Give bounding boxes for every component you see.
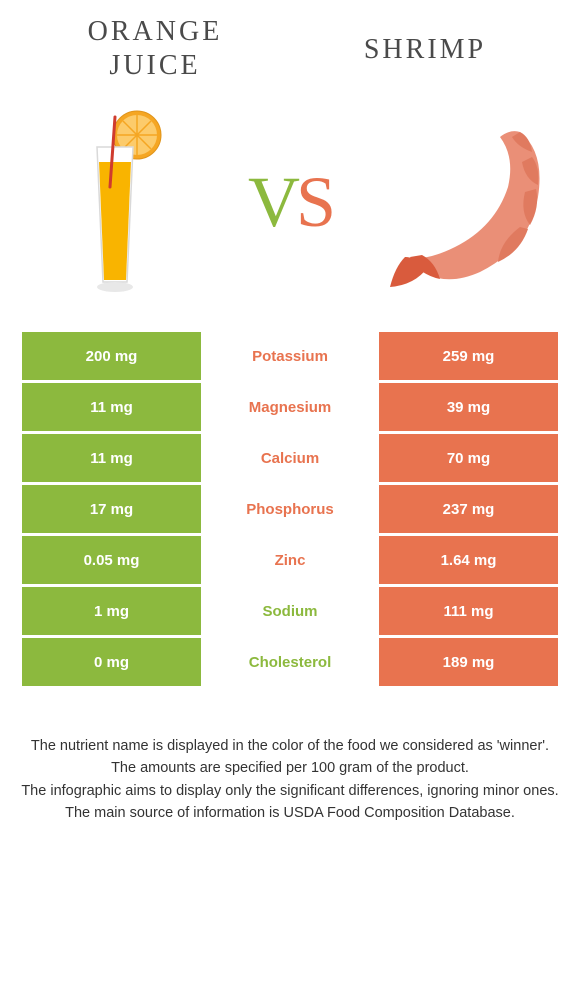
nutrient-name: Zinc xyxy=(201,536,379,584)
table-row: 11 mg Magnesium 39 mg xyxy=(22,383,558,431)
nutrient-name: Calcium xyxy=(201,434,379,482)
left-value: 0.05 mg xyxy=(22,536,201,584)
left-value: 200 mg xyxy=(22,332,201,380)
footnote-line: The main source of information is USDA F… xyxy=(18,803,562,823)
orange-juice-image xyxy=(30,107,200,297)
left-food-title: ORANGE JUICE xyxy=(45,15,265,82)
nutrient-name: Sodium xyxy=(201,587,379,635)
table-row: 0 mg Cholesterol 189 mg xyxy=(22,638,558,686)
footnote-line: The infographic aims to display only the… xyxy=(18,781,562,801)
footnote-line: The nutrient name is displayed in the co… xyxy=(18,736,562,756)
nutrient-name: Phosphorus xyxy=(201,485,379,533)
table-row: 11 mg Calcium 70 mg xyxy=(22,434,558,482)
right-value: 259 mg xyxy=(379,332,558,380)
left-value: 17 mg xyxy=(22,485,201,533)
vs-label: VS xyxy=(248,161,332,244)
left-value: 1 mg xyxy=(22,587,201,635)
vs-v: V xyxy=(248,162,296,242)
table-row: 17 mg Phosphorus 237 mg xyxy=(22,485,558,533)
nutrient-name: Cholesterol xyxy=(201,638,379,686)
right-value: 111 mg xyxy=(379,587,558,635)
vs-s: S xyxy=(296,162,332,242)
left-value: 11 mg xyxy=(22,383,201,431)
table-row: 1 mg Sodium 111 mg xyxy=(22,587,558,635)
right-value: 1.64 mg xyxy=(379,536,558,584)
right-value: 237 mg xyxy=(379,485,558,533)
right-food-title: SHRIMP xyxy=(315,15,535,82)
right-value: 70 mg xyxy=(379,434,558,482)
nutrient-name: Magnesium xyxy=(201,383,379,431)
right-title: SHRIMP xyxy=(364,34,486,65)
table-row: 0.05 mg Zinc 1.64 mg xyxy=(22,536,558,584)
footnote-line: The amounts are specified per 100 gram o… xyxy=(18,758,562,778)
footnotes: The nutrient name is displayed in the co… xyxy=(0,736,580,823)
left-title-line1: ORANGE xyxy=(88,16,223,47)
left-title-line2: JUICE xyxy=(109,50,200,81)
left-value: 11 mg xyxy=(22,434,201,482)
table-row: 200 mg Potassium 259 mg xyxy=(22,332,558,380)
right-value: 39 mg xyxy=(379,383,558,431)
nutrient-name: Potassium xyxy=(201,332,379,380)
left-value: 0 mg xyxy=(22,638,201,686)
right-value: 189 mg xyxy=(379,638,558,686)
nutrient-table: 200 mg Potassium 259 mg 11 mg Magnesium … xyxy=(22,332,558,686)
shrimp-image xyxy=(380,107,550,297)
